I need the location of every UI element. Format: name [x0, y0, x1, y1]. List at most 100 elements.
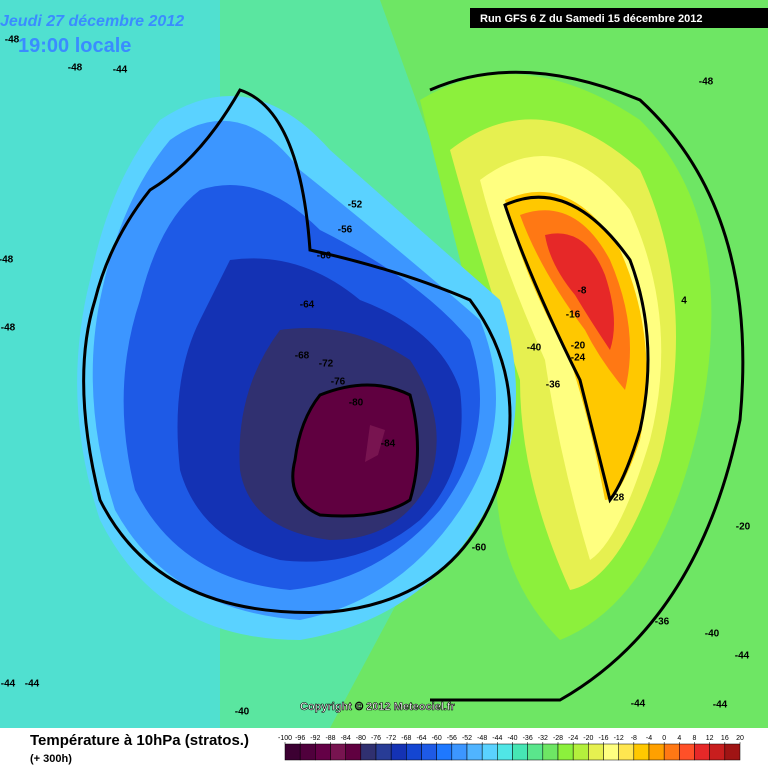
scale-tick-label: 16	[721, 735, 729, 742]
contour-label: -44	[25, 679, 40, 690]
contour-label: -60	[317, 251, 332, 262]
scale-tick-label: -96	[295, 735, 305, 742]
scale-tick-label: -4	[646, 735, 652, 742]
scale-swatch	[390, 743, 407, 761]
contour-label: -72	[319, 359, 334, 370]
contour-label: -84	[381, 439, 396, 450]
contour-label: -56	[338, 225, 353, 236]
forecast-time: 19:00 locale	[18, 35, 131, 57]
contour-label: -76	[331, 377, 346, 388]
scale-tick-label: -8	[631, 735, 637, 742]
contour-label: -36	[655, 617, 670, 628]
contour-label: -8	[578, 286, 587, 297]
scale-tick-label: -12	[614, 735, 624, 742]
scale-swatch	[451, 743, 468, 761]
scale-tick-label: -88	[325, 735, 335, 742]
scale-tick-label: 20	[736, 735, 744, 742]
contour-label: -44	[1, 679, 16, 690]
scale-tick-label: 4	[677, 735, 681, 742]
contour-label: -44	[735, 651, 750, 662]
contour-label: -48	[68, 63, 83, 74]
color-scale: -100 -96 -92 -88 -84 -80 -76 -72 -68 -64 -60 -56 -52…	[278, 735, 744, 761]
contour-labels: -48 -48 -48 -48 -48 -52 -56 -60 -64 -68 -72 -76-80 -…	[0, 35, 751, 718]
scale-tick-label: -80	[356, 735, 366, 742]
scale-swatch	[436, 743, 453, 761]
contour-label: -48	[1, 323, 16, 334]
contour-label: -52	[348, 200, 363, 211]
scale-tick-label: -76	[371, 735, 381, 742]
contour-label: -40	[235, 707, 250, 718]
scale-swatch	[663, 743, 680, 761]
scale-tick-label: -16	[598, 735, 608, 742]
scale-swatch	[618, 743, 635, 761]
contour-label: -60	[472, 543, 487, 554]
scale-tick-label: -32	[538, 735, 548, 742]
scale-swatch	[421, 743, 437, 761]
scale-swatch	[497, 743, 513, 761]
scale-swatch	[512, 743, 528, 761]
scale-tick-label: -92	[310, 735, 320, 742]
scale-swatch	[466, 743, 483, 761]
scale-swatch	[527, 743, 544, 761]
scale-swatch	[603, 743, 619, 761]
scale-swatch	[284, 743, 301, 761]
contour-label: -48	[0, 255, 14, 266]
contour-label: -40	[527, 343, 542, 354]
run-info: Run GFS 6 Z du Samedi 15 décembre 2012	[480, 13, 703, 25]
scale-swatch	[299, 743, 316, 761]
contour-label: -44	[713, 700, 728, 711]
contour-label: -36	[546, 380, 561, 391]
scale-tick-label: -56	[447, 735, 457, 742]
scale-swatch	[481, 743, 498, 761]
scale-tick-label: 8	[693, 735, 697, 742]
contour-label: -48	[699, 77, 714, 88]
scale-swatch	[542, 743, 559, 761]
forecast-lead: (+ 300h)	[30, 753, 72, 765]
product-title: Température à 10hPa (stratos.)	[30, 732, 249, 749]
contour-label: -28	[610, 493, 625, 504]
scale-tick-label: -40	[507, 735, 517, 742]
contour-label: 4	[681, 296, 687, 307]
scale-tick-label: 0	[662, 735, 666, 742]
scale-tick-label: -100	[278, 735, 292, 742]
scale-tick-label: -20	[583, 735, 593, 742]
scale-tick-label: -24	[568, 735, 578, 742]
copyright: Copyright © 2012 Meteociel.fr	[300, 701, 456, 713]
contour-label: -20	[736, 522, 751, 533]
scale-swatch	[406, 743, 422, 761]
scale-tick-label: -48	[477, 735, 487, 742]
scale-tick-label: -72	[386, 735, 396, 742]
scale-tick-label: 12	[706, 735, 714, 742]
contour-label: -44	[631, 699, 646, 710]
scale-swatch	[557, 743, 574, 761]
scale-swatch	[375, 743, 392, 761]
contour-label: -48	[5, 35, 20, 46]
scale-swatch	[588, 743, 604, 761]
scale-swatch	[330, 743, 346, 761]
scale-swatch	[572, 743, 589, 761]
contour-label: -40	[705, 629, 720, 640]
scale-swatch	[315, 743, 331, 761]
scale-swatch	[345, 743, 362, 761]
contour-label: -16	[566, 310, 581, 321]
scale-tick-label: -36	[523, 735, 533, 742]
scale-swatch	[709, 743, 726, 761]
scale-tick-label: -84	[341, 735, 351, 742]
scale-tick-label: -52	[462, 735, 472, 742]
scale-tick-label: -60	[432, 735, 442, 742]
contour-label: -44	[113, 65, 128, 76]
contour-label: -20	[571, 341, 586, 352]
scale-tick-label: -28	[553, 735, 563, 742]
contour-label: -80	[349, 398, 364, 409]
scale-tick-label: -64	[416, 735, 426, 742]
map: -48 -48 -48 -48 -48 -52 -56 -60 -64 -68 -72 -76-80 -…	[0, 0, 768, 728]
scale-swatch	[679, 743, 695, 761]
scale-tick-label: -44	[492, 735, 502, 742]
contour-label: -68	[295, 351, 310, 362]
scale-tick-label: -68	[401, 735, 411, 742]
scale-swatch	[648, 743, 665, 761]
scale-swatch	[633, 743, 650, 761]
contour-label: -64	[300, 300, 315, 311]
forecast-date: Jeudi 27 décembre 2012	[0, 13, 184, 30]
